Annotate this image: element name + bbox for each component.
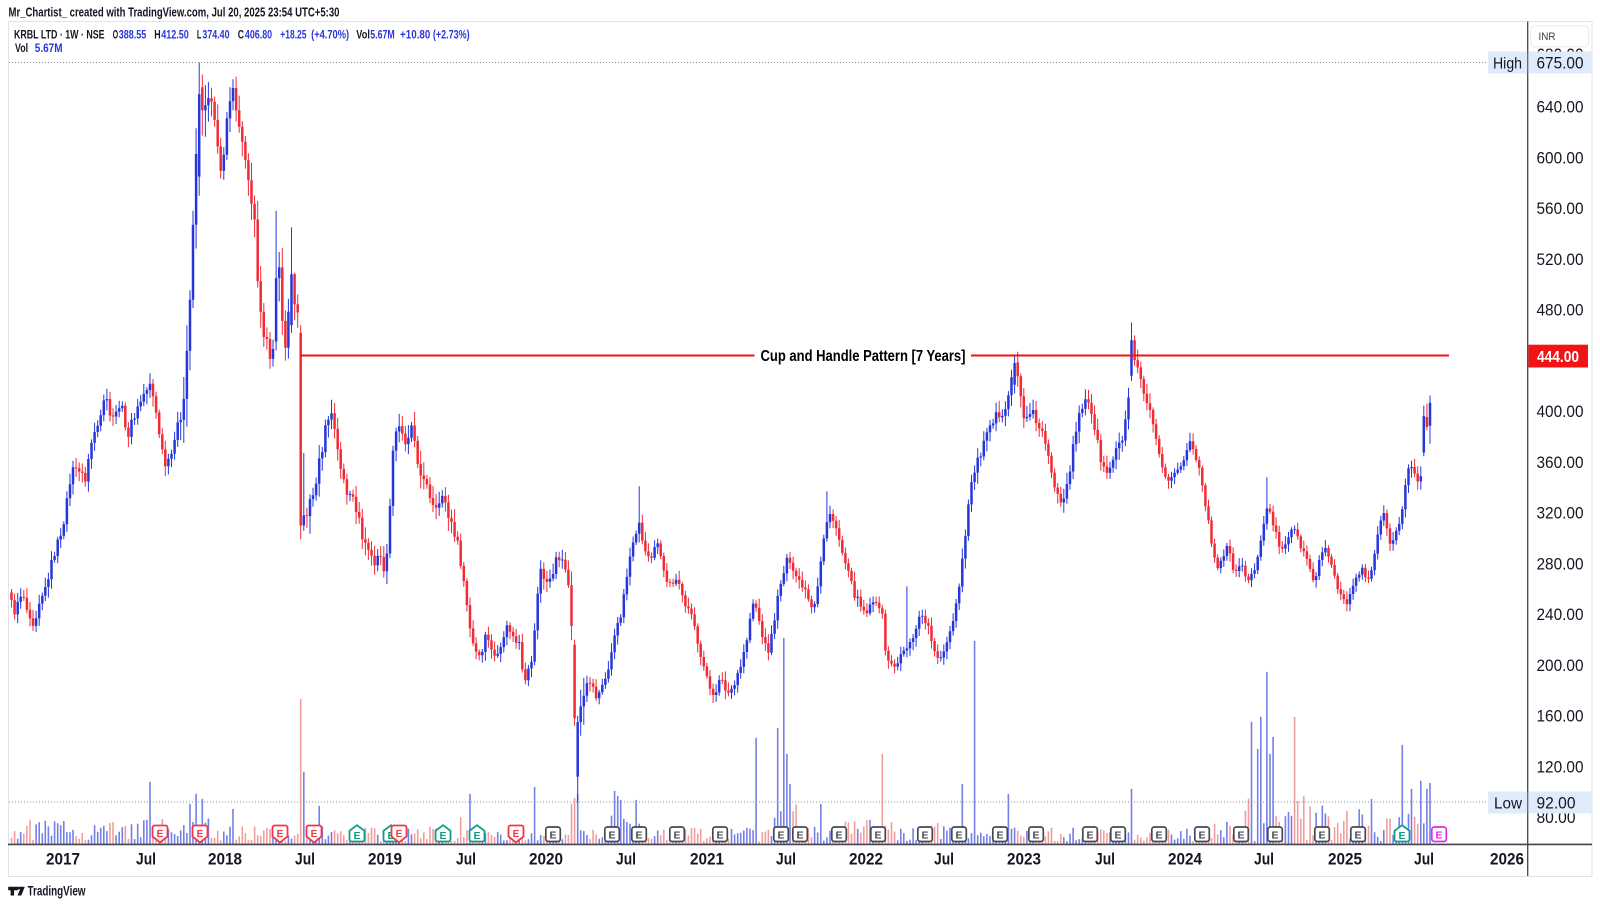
svg-text:360.00: 360.00 xyxy=(1537,454,1584,472)
svg-text:E: E xyxy=(311,829,318,840)
svg-text:INR: INR xyxy=(1539,31,1556,43)
svg-text:L: L xyxy=(197,28,202,42)
svg-text:92.00: 92.00 xyxy=(1537,794,1576,812)
svg-text:120.00: 120.00 xyxy=(1537,758,1584,776)
svg-text:E: E xyxy=(1032,830,1039,842)
svg-text:E: E xyxy=(1086,830,1093,842)
svg-text:E: E xyxy=(874,830,881,842)
svg-text:E: E xyxy=(1114,830,1121,842)
svg-text:675.00: 675.00 xyxy=(1537,54,1584,72)
svg-text:2020: 2020 xyxy=(529,851,563,869)
svg-text:E: E xyxy=(1155,830,1162,842)
svg-text:600.00: 600.00 xyxy=(1537,149,1584,167)
svg-text:Jul: Jul xyxy=(616,851,636,869)
svg-text:Jul: Jul xyxy=(456,851,476,869)
svg-text:KRBL LTD · 1W · NSE: KRBL LTD · 1W · NSE xyxy=(14,28,105,42)
svg-text:E: E xyxy=(473,830,480,842)
svg-text:Cup and Handle Pattern [7 Year: Cup and Handle Pattern [7 Years] xyxy=(761,348,966,365)
svg-text:E: E xyxy=(1271,830,1278,842)
svg-text:444.00: 444.00 xyxy=(1537,349,1579,366)
svg-text:+10.80: +10.80 xyxy=(400,28,431,42)
svg-text:C: C xyxy=(238,28,245,42)
svg-text:E: E xyxy=(157,829,164,840)
svg-text:520.00: 520.00 xyxy=(1537,251,1584,269)
svg-text:374.40: 374.40 xyxy=(202,28,229,42)
svg-text:5.67M: 5.67M xyxy=(35,41,63,55)
svg-text:+18.25: +18.25 xyxy=(280,28,306,42)
svg-text:480.00: 480.00 xyxy=(1537,302,1584,320)
svg-text:E: E xyxy=(1398,830,1405,842)
svg-text:2017: 2017 xyxy=(46,851,80,869)
svg-text:2026: 2026 xyxy=(1490,851,1524,869)
svg-text:E: E xyxy=(921,830,928,842)
svg-text:E: E xyxy=(1435,830,1442,842)
svg-text:E: E xyxy=(716,830,723,842)
svg-text:Jul: Jul xyxy=(776,851,796,869)
svg-text:E: E xyxy=(513,829,520,840)
svg-text:2022: 2022 xyxy=(849,851,883,869)
svg-text:160.00: 160.00 xyxy=(1537,708,1584,726)
svg-text:320.00: 320.00 xyxy=(1537,505,1584,523)
svg-text:640.00: 640.00 xyxy=(1537,99,1584,117)
svg-text:H: H xyxy=(154,28,160,42)
svg-text:Jul: Jul xyxy=(934,851,954,869)
svg-text:200.00: 200.00 xyxy=(1537,657,1584,675)
svg-text:Jul: Jul xyxy=(136,851,156,869)
svg-text:E: E xyxy=(635,830,642,842)
svg-text:E: E xyxy=(277,829,284,840)
svg-text:Jul: Jul xyxy=(1095,851,1115,869)
svg-text:412.50: 412.50 xyxy=(161,28,189,42)
svg-text:280.00: 280.00 xyxy=(1537,555,1584,573)
svg-text:E: E xyxy=(549,830,556,842)
svg-text:E: E xyxy=(777,830,784,842)
svg-text:560.00: 560.00 xyxy=(1537,200,1584,218)
svg-text:2024: 2024 xyxy=(1168,851,1203,869)
svg-text:2018: 2018 xyxy=(208,851,242,869)
svg-text:E: E xyxy=(608,830,615,842)
svg-text:Low: Low xyxy=(1494,795,1522,812)
svg-text:Vol: Vol xyxy=(15,41,28,55)
svg-text:5.67M: 5.67M xyxy=(370,28,394,42)
svg-text:400.00: 400.00 xyxy=(1537,403,1584,421)
svg-text:E: E xyxy=(1354,830,1361,842)
svg-text:2025: 2025 xyxy=(1328,851,1362,869)
svg-text:240.00: 240.00 xyxy=(1537,606,1584,624)
svg-text:TradingView: TradingView xyxy=(28,884,86,899)
svg-text:High: High xyxy=(1493,55,1522,72)
svg-text:E: E xyxy=(353,830,360,842)
svg-text:(+4.70%): (+4.70%) xyxy=(311,28,349,42)
svg-text:406.80: 406.80 xyxy=(245,28,272,42)
svg-text:388.55: 388.55 xyxy=(119,28,147,42)
svg-text:E: E xyxy=(1318,830,1325,842)
svg-text:Vol: Vol xyxy=(356,28,370,42)
svg-text:Jul: Jul xyxy=(1414,851,1434,869)
svg-text:Jul: Jul xyxy=(295,851,315,869)
svg-text:E: E xyxy=(673,830,680,842)
svg-text:E: E xyxy=(996,830,1003,842)
svg-text:E: E xyxy=(1198,830,1205,842)
svg-text:(+2.73%): (+2.73%) xyxy=(433,28,470,42)
svg-text:E: E xyxy=(439,830,446,842)
svg-text:E: E xyxy=(955,830,962,842)
svg-text:E: E xyxy=(396,829,403,840)
svg-text:E: E xyxy=(796,830,803,842)
svg-text:2019: 2019 xyxy=(368,851,402,869)
svg-text:E: E xyxy=(835,830,842,842)
svg-text:E: E xyxy=(197,829,204,840)
svg-text:2023: 2023 xyxy=(1007,851,1041,869)
svg-text:E: E xyxy=(1237,830,1244,842)
svg-text:Jul: Jul xyxy=(1254,851,1274,869)
svg-text:2021: 2021 xyxy=(690,851,724,869)
svg-text:O: O xyxy=(113,28,118,42)
svg-text:Mr_Chartist_ created with Trad: Mr_Chartist_ created with TradingView.co… xyxy=(9,6,340,20)
